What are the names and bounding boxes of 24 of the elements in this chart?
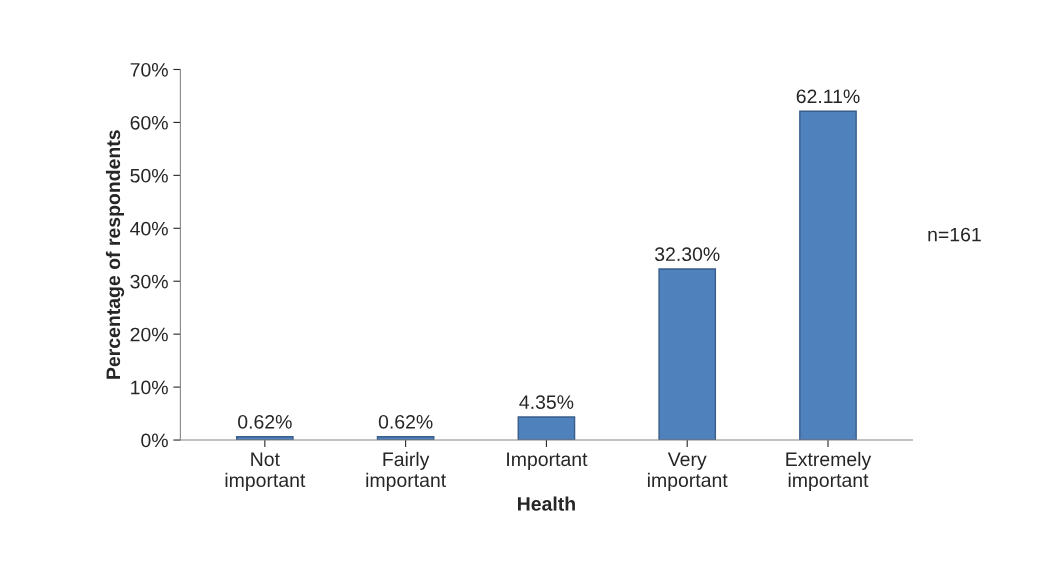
bar [799, 110, 857, 441]
x-tick-label: Fairly important [366, 451, 447, 491]
data-label: 62.11% [796, 89, 860, 104]
y-tick-label: 20% [130, 327, 168, 342]
x-tick-label: Important [507, 452, 588, 470]
data-label: 4.35% [519, 395, 574, 409]
x-axis-title: Health [518, 496, 575, 511]
y-tick-label: 30% [130, 274, 168, 289]
y-tick-label: 70% [130, 62, 168, 77]
data-label: 32.30% [654, 247, 720, 262]
y-tick-label: 40% [130, 221, 168, 236]
y-tick-label: 60% [130, 115, 168, 130]
data-label: 0.62% [238, 414, 292, 429]
y-axis-title: Percentage of respondents [105, 130, 125, 379]
y-tick-label: 50% [130, 168, 168, 183]
y-tick-label: 10% [131, 380, 168, 395]
y-tick-label: 0% [141, 433, 168, 448]
data-label: 0.62% [378, 414, 433, 429]
x-tick-label: Extremely important [786, 451, 872, 491]
x-tick-label: Very important [647, 452, 728, 491]
x-tick-label: Not important [225, 452, 306, 491]
bar [658, 268, 717, 441]
bar [517, 416, 576, 441]
text: n=161 [928, 227, 981, 242]
